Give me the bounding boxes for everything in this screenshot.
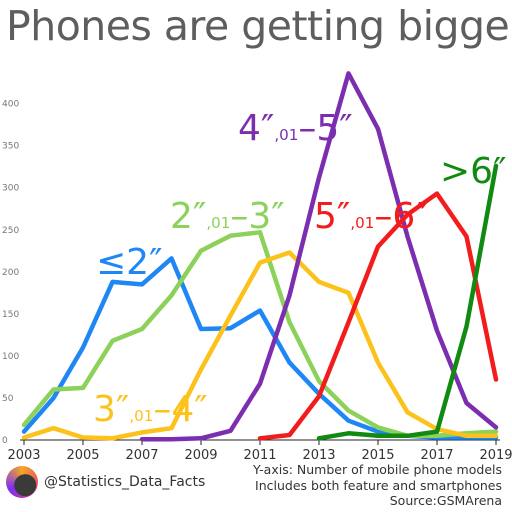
x-tick-label: 2003 [7,448,40,463]
series-label-4: 5″,01–6″ [314,196,429,237]
note-yaxis: Y-axis: Number of mobile phone models [253,462,502,477]
avatar [6,466,38,498]
y-tick-label: 200 [2,268,19,278]
x-tick-label: 2009 [184,448,217,463]
series-label-2: 3″,01–4″ [93,389,208,430]
series-line-5 [316,163,499,441]
y-tick-label: 100 [2,352,19,362]
y-tick-label: 0 [2,436,8,446]
chart-axes: 0 50 100 150 200 250 300 350 400 2003 2005 2007 2009… [2,100,512,463]
chart-notes: Y-axis: Number of mobile phone models In… [253,462,502,509]
series-line-2 [21,250,499,441]
y-tick-label: 250 [2,226,19,236]
x-tick-label: 2015 [361,448,394,463]
x-tick-label: 2019 [479,448,512,463]
note-includes: Includes both feature and smartphones [255,477,502,493]
series-label-5: >6″ [440,151,507,192]
series-label-1: 2″,01–3″ [170,196,285,237]
note-source: Source:GSMArena [389,493,502,508]
x-tick-label: 2017 [420,448,453,463]
series-line-3 [139,71,499,442]
x-tick-label: 2011 [243,448,276,463]
series-label-0: ≤2″ [96,242,163,283]
y-tick-label: 350 [2,142,19,152]
x-tick-label: 2005 [66,448,99,463]
page-title: Phones are getting bigger [6,2,512,50]
author-handle: @Statistics_Data_Facts [44,474,206,490]
x-tick-label: 2013 [302,448,335,463]
y-tick-label: 400 [2,100,19,110]
series-labels: ≤2″2″,01–3″ 3″,01–4″ 4″,01–5″ 5″,01–6″ >6″ [93,108,507,430]
series-line-4 [257,191,499,441]
x-tick-label: 2007 [125,448,158,463]
y-tick-label: 300 [2,184,19,194]
y-tick-label: 50 [2,394,14,404]
chart-series [21,71,499,442]
series-label-3: 4″,01–5″ [238,108,353,149]
y-tick-label: 150 [2,310,19,320]
